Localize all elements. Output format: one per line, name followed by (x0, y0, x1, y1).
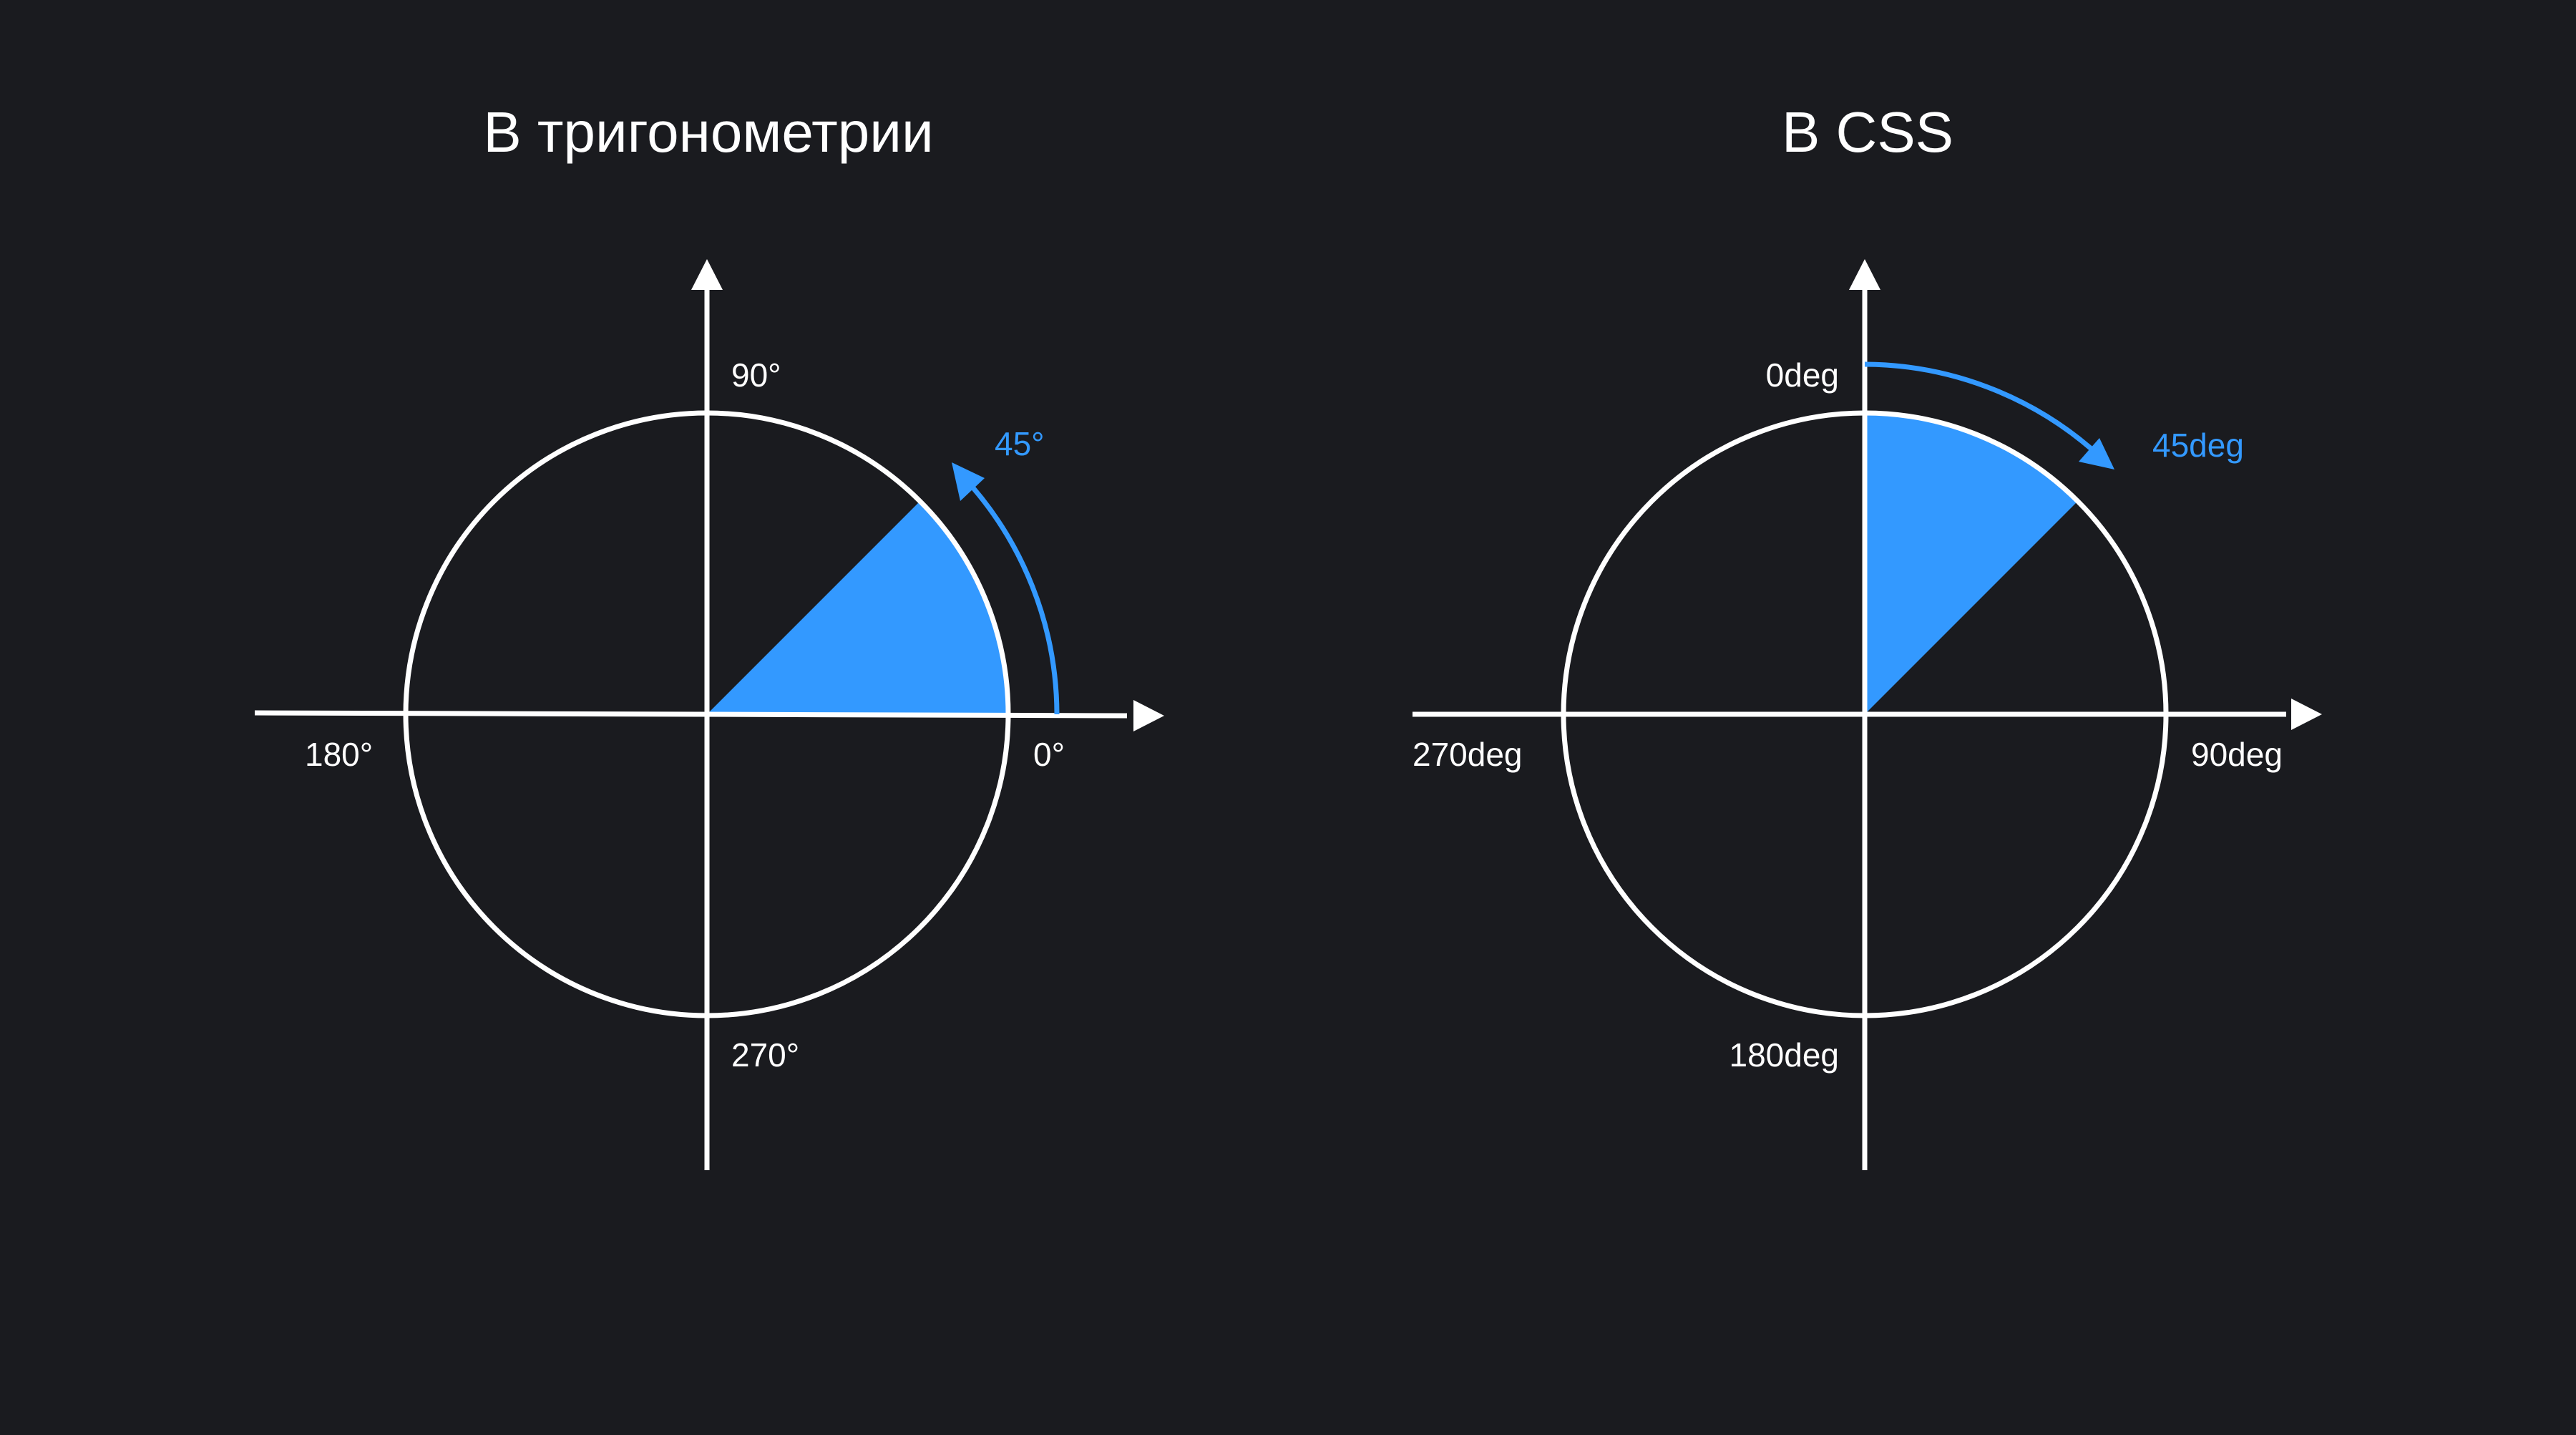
trig-label-180: 180° (305, 736, 373, 773)
css-unit-circle (1561, 410, 2169, 1018)
css-title: В CSS (1782, 100, 1953, 164)
trig-rotation-arrowhead (952, 462, 985, 501)
trig-label-270: 270° (731, 1036, 799, 1074)
trig-label-0: 0° (1033, 736, 1065, 773)
css-rotation-arrowhead (2079, 438, 2114, 470)
trig-x-axis (254, 710, 1128, 719)
css-panel: В CSS 45deg 0deg 90deg 270deg 180deg (1413, 100, 2322, 1170)
trig-angle-sector (707, 501, 1008, 714)
trig-title: В тригонометрии (483, 100, 933, 164)
trig-panel: В тригонометрии 45° 90° 0° 180° 270° (254, 100, 1164, 1170)
css-label-90deg: 90deg (2191, 736, 2283, 773)
css-rotation-arrow (1864, 361, 2096, 453)
trig-angle-label: 45° (995, 425, 1045, 462)
css-angle-label: 45deg (2152, 427, 2244, 464)
css-y-axis-arrowhead (1849, 259, 1880, 290)
css-label-0deg: 0deg (1766, 356, 1839, 394)
trig-unit-circle (403, 410, 1011, 1018)
trig-x-axis-arrowhead (1133, 700, 1164, 731)
css-angle-sector (1865, 413, 2078, 714)
css-x-axis-arrowhead (2291, 699, 2322, 730)
trig-rotation-arrow (961, 475, 1060, 715)
css-label-270deg: 270deg (1413, 736, 1523, 773)
trig-label-90: 90° (731, 356, 781, 394)
trig-y-axis-arrowhead (691, 259, 723, 290)
css-label-180deg: 180deg (1729, 1036, 1840, 1074)
